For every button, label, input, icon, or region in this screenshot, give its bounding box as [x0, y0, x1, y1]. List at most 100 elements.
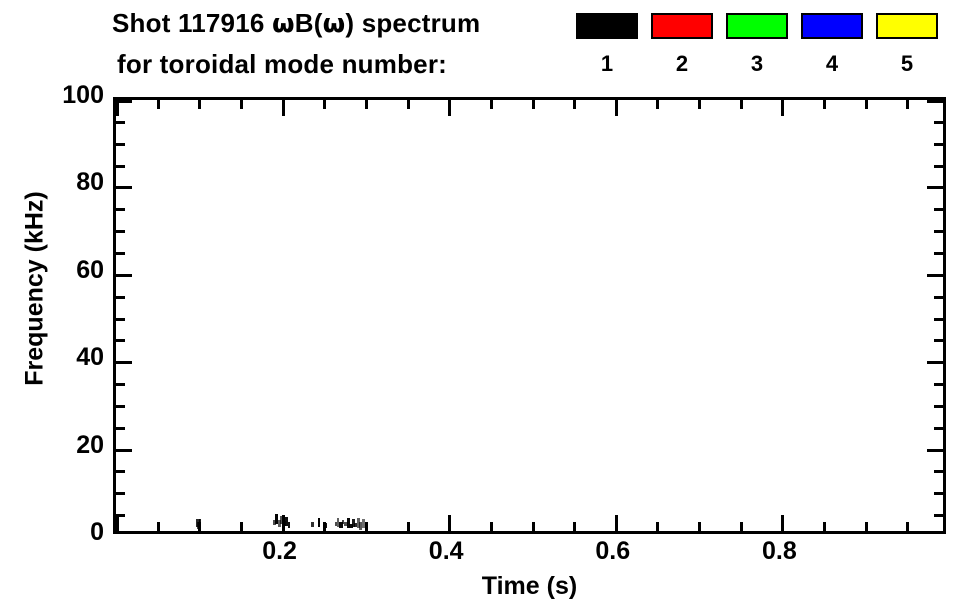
y-axis-tick [116, 165, 125, 168]
chart-title-line-1: Shot 117916 ωB(ω) spectrum [112, 8, 480, 39]
y-axis-tick [934, 492, 943, 495]
x-axis-tick [615, 100, 618, 116]
data-point [198, 525, 201, 531]
x-axis-title: Time (s) [481, 572, 578, 600]
x-axis-tick-labels: 0.2 0.4 0.6 0.8 [113, 537, 946, 571]
x-axis-tick [781, 515, 784, 531]
y-tick-label: 0 [90, 518, 104, 546]
y-tick-label: 100 [62, 81, 104, 109]
y-axis-tick [116, 143, 125, 146]
x-tick-label: 0.2 [262, 537, 297, 565]
y-tick-label: 20 [76, 430, 104, 459]
x-axis-tick [490, 100, 493, 109]
x-axis-tick [157, 100, 160, 109]
data-point [285, 516, 289, 526]
legend-label-5: 5 [900, 51, 914, 76]
y-axis-tick [116, 427, 125, 430]
omega-symbol-2: ω [322, 9, 346, 39]
y-axis-tick [116, 449, 132, 452]
y-axis-tick [116, 252, 125, 255]
y-tick-label: 80 [76, 168, 104, 197]
y-axis-tick [934, 165, 943, 168]
x-axis-tick [740, 100, 743, 109]
chart-title-line-2: for toroidal mode number: [117, 49, 447, 79]
x-axis-tick [365, 100, 368, 109]
y-axis-tick [934, 514, 943, 517]
legend-label-4: 4 [825, 51, 839, 76]
legend: 1 2 3 4 5 [576, 13, 938, 91]
x-axis-tick [573, 522, 576, 531]
y-axis-tick [927, 449, 943, 452]
y-tick-label: 40 [76, 343, 104, 372]
data-point [338, 521, 343, 528]
y-axis-tick [116, 230, 125, 233]
x-axis-tick [865, 522, 868, 531]
title-b-text: B( [294, 8, 323, 38]
y-axis-tick [116, 274, 132, 277]
y-axis-tick [934, 252, 943, 255]
x-axis-tick [323, 100, 326, 109]
data-point [348, 523, 353, 528]
x-axis-tick [157, 522, 160, 531]
x-axis-tick [240, 522, 243, 531]
x-axis-tick [615, 515, 618, 531]
y-axis-tick [927, 186, 943, 189]
legend-swatch-1 [576, 13, 638, 39]
data-point [351, 519, 355, 528]
data-point [282, 520, 286, 526]
y-axis-tick [934, 318, 943, 321]
x-axis-tick [532, 100, 535, 109]
y-axis-tick [927, 100, 943, 103]
data-point [288, 521, 291, 528]
x-tick-label: 0.6 [595, 537, 631, 565]
y-tick-label: 60 [76, 255, 104, 284]
x-axis-tick [781, 100, 784, 116]
x-axis-tick [116, 515, 119, 531]
x-axis-tick [906, 100, 909, 109]
data-point [272, 519, 276, 525]
data-point [356, 518, 360, 529]
data-point [359, 522, 363, 531]
y-axis-tick [116, 361, 132, 364]
y-axis-tick [934, 339, 943, 342]
x-axis-tick [407, 522, 410, 531]
y-axis-tick [116, 296, 125, 299]
x-axis-tick [365, 522, 368, 531]
data-point [361, 519, 365, 529]
y-axis-tick [927, 274, 943, 277]
y-axis-tick [116, 470, 125, 473]
legend-swatch-3 [726, 13, 788, 39]
data-point [343, 522, 348, 527]
y-axis-tick [934, 383, 943, 386]
x-axis-tick [698, 100, 701, 109]
y-axis-tick [934, 208, 943, 211]
y-axis-tick-labels: 100 80 60 40 20 0 [0, 81, 104, 546]
legend-label-3: 3 [750, 51, 764, 76]
y-axis-tick [116, 514, 125, 517]
x-axis-tick [116, 100, 119, 116]
y-axis-tick [116, 405, 125, 408]
data-point [346, 517, 350, 528]
data-point [199, 518, 202, 524]
y-axis-tick [116, 121, 125, 124]
x-axis-tick [865, 100, 868, 109]
legend-label-1: 1 [600, 51, 614, 76]
data-point [311, 521, 315, 527]
legend-label-2: 2 [675, 51, 689, 76]
data-point [342, 520, 345, 525]
title-spectrum-text: ) spectrum [345, 8, 481, 38]
x-axis-tick [906, 522, 909, 531]
data-point [196, 519, 201, 528]
y-axis-title: Frequency (kHz) [20, 191, 49, 386]
y-axis-tick [116, 186, 132, 189]
legend-swatch-4 [801, 13, 863, 39]
y-axis-tick [934, 405, 943, 408]
data-point [324, 522, 328, 528]
x-axis-tick [532, 522, 535, 531]
y-axis-tick [116, 208, 125, 211]
data-point [354, 522, 358, 527]
y-axis-tick [934, 427, 943, 430]
data-point [318, 517, 321, 527]
y-axis-tick [116, 383, 125, 386]
